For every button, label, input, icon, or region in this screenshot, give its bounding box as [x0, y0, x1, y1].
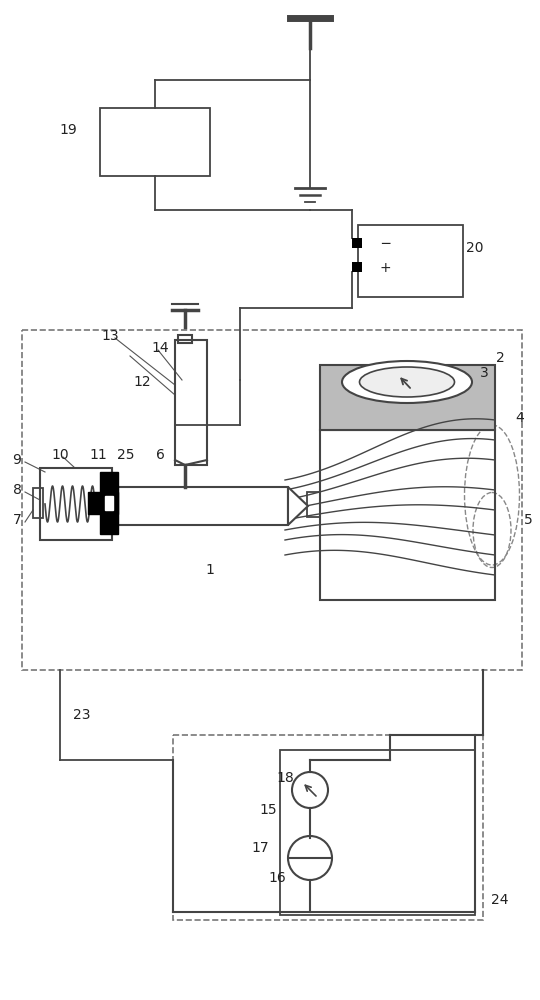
Bar	[105, 496, 113, 510]
Text: 13: 13	[101, 329, 119, 343]
Text: 25: 25	[117, 448, 135, 462]
Bar	[118, 487, 288, 525]
Text: 4: 4	[516, 411, 524, 425]
Text: 2: 2	[496, 351, 504, 365]
Ellipse shape	[360, 367, 455, 397]
Text: 18: 18	[276, 771, 294, 785]
Text: 14: 14	[151, 341, 169, 355]
Text: 17: 17	[251, 841, 269, 855]
Bar	[358, 225, 463, 297]
Text: 3: 3	[480, 366, 488, 380]
Text: 23: 23	[73, 708, 91, 722]
Bar	[320, 365, 495, 430]
Bar	[40, 468, 112, 540]
Text: ─: ─	[381, 237, 389, 251]
Bar	[22, 330, 522, 670]
Polygon shape	[288, 487, 308, 525]
Bar	[88, 492, 118, 514]
Ellipse shape	[342, 361, 472, 403]
Text: 9: 9	[12, 453, 22, 467]
Bar	[100, 108, 210, 176]
Text: 5: 5	[524, 513, 532, 527]
Text: 19: 19	[59, 123, 77, 137]
Text: 20: 20	[466, 241, 484, 255]
Bar	[173, 735, 483, 920]
Text: 16: 16	[268, 871, 286, 885]
Bar	[352, 262, 362, 272]
Text: 24: 24	[491, 893, 509, 907]
Bar	[100, 472, 118, 534]
Text: +: +	[379, 261, 391, 275]
Text: 10: 10	[51, 448, 69, 462]
Text: 6: 6	[156, 448, 165, 462]
Text: 15: 15	[259, 803, 277, 817]
Bar	[175, 340, 207, 465]
Bar	[280, 750, 475, 915]
Bar	[352, 238, 362, 248]
Bar	[320, 430, 495, 600]
Text: 11: 11	[89, 448, 107, 462]
Bar	[307, 492, 320, 517]
Text: 1: 1	[206, 563, 214, 577]
Text: 12: 12	[133, 375, 151, 389]
Bar	[178, 335, 192, 343]
Text: 7: 7	[12, 513, 22, 527]
Bar	[33, 488, 43, 518]
Text: 8: 8	[12, 483, 22, 497]
